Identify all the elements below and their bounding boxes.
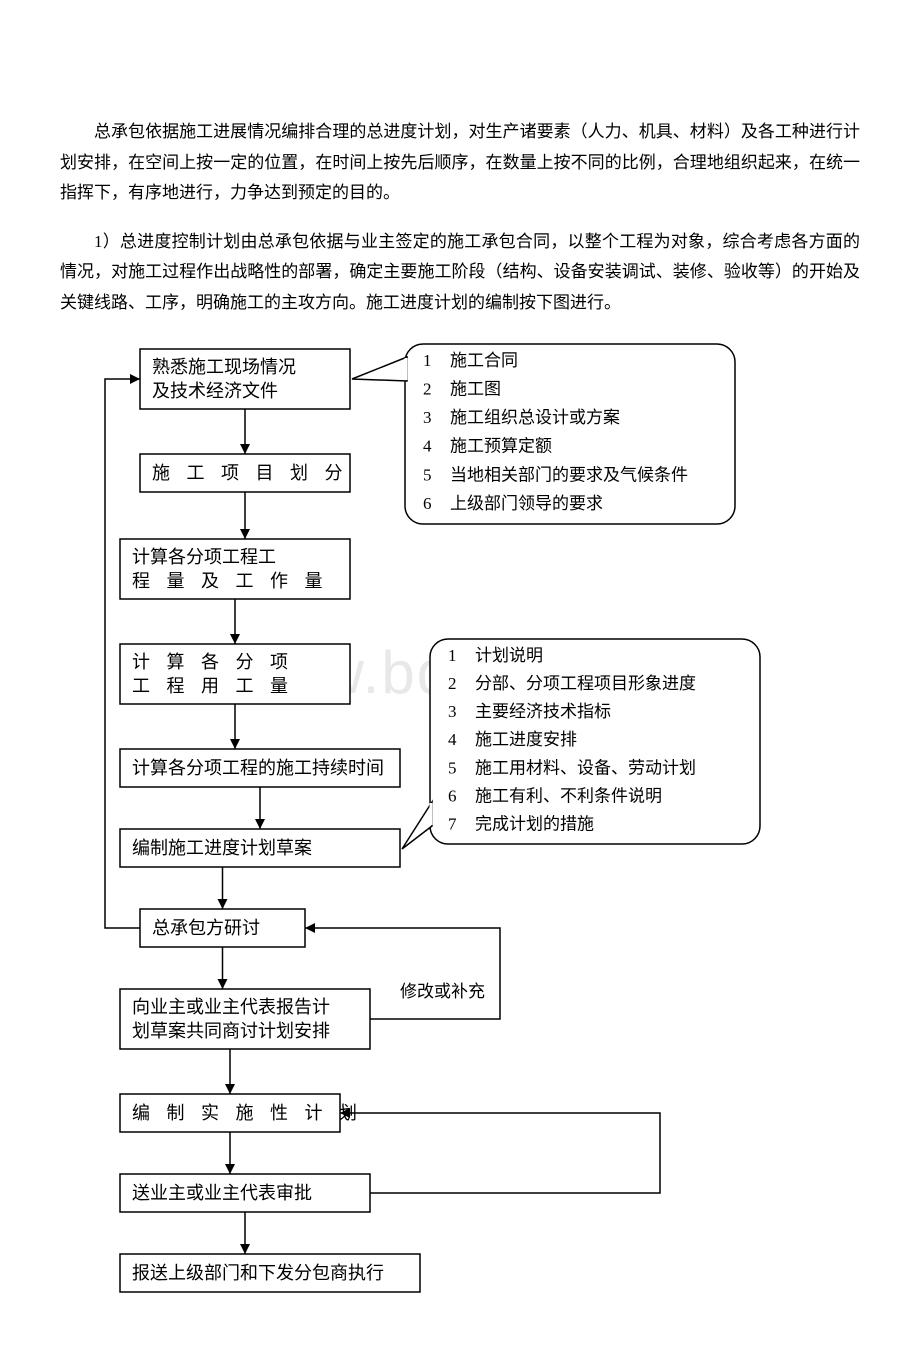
callout-1-num: 4 <box>423 436 432 455</box>
label-modify: 修改或补充 <box>400 982 485 1001</box>
callout-1-item: 当地相关部门的要求及气候条件 <box>450 465 688 484</box>
paragraph-2: 1）总进度控制计划由总承包依据与业主签定的施工承包合同，以整个工程为对象，综合考… <box>60 227 860 319</box>
flow-node-text: 向业主或业主代表报告计 <box>132 997 330 1017</box>
callout-2-item: 计划说明 <box>475 646 543 665</box>
callout-1-item: 施工组织总设计或方案 <box>450 408 620 427</box>
flow-node-text: 计 算 各 分 项 <box>132 652 294 672</box>
callout-1-num: 6 <box>423 493 432 512</box>
callout-2-item: 施工有利、不利条件说明 <box>475 786 662 805</box>
flow-node-text: 熟悉施工现场情况 <box>152 357 296 377</box>
paragraph-1: 总承包依据施工进展情况编排合理的总进度计划，对生产诸要素（人力、机具、材料）及各… <box>60 117 860 209</box>
callout-2-num: 5 <box>448 758 457 777</box>
callout-1-item: 施工合同 <box>450 351 518 370</box>
callout-2-item: 施工用材料、设备、劳动计划 <box>475 758 696 777</box>
callout-2-num: 3 <box>448 702 457 721</box>
callout-1-item: 施工图 <box>450 379 501 398</box>
callout-1-pointer <box>352 357 407 381</box>
flow-node-text: 及技术经济文件 <box>152 381 278 401</box>
flow-node-text: 划草案共同商讨计划安排 <box>132 1021 330 1041</box>
callout-2-num: 7 <box>448 814 457 833</box>
callout-2-item: 分部、分项工程项目形象进度 <box>475 674 696 693</box>
callout-2-num: 4 <box>448 730 457 749</box>
callout-2-item: 施工进度安排 <box>475 730 577 749</box>
flowchart-svg: 熟悉施工现场情况及技术经济文件施 工 项 目 划 分计算各分项工程工程 量 及 … <box>100 339 820 1309</box>
callout-2-pointer <box>402 802 432 849</box>
flowchart-container: www.bdocx.com 熟悉施工现场情况及技术经济文件施 工 项 目 划 分… <box>100 339 860 1320</box>
flow-node-text: 报送上级部门和下发分包商执行 <box>132 1263 384 1283</box>
flow-node-text: 编 制 实 施 性 计 划 <box>132 1103 363 1123</box>
callout-2-item: 主要经济技术指标 <box>475 702 611 721</box>
feedback-edge-3 <box>340 1113 660 1193</box>
flow-node-text: 计算各分项工程的施工持续时间 <box>132 758 384 778</box>
callout-2-item: 完成计划的措施 <box>475 814 594 833</box>
callout-2-num: 6 <box>448 786 457 805</box>
callout-1-item: 施工预算定额 <box>450 436 552 455</box>
flow-node-text: 工 程 用 工 量 <box>132 676 294 696</box>
flow-node-text: 程 量 及 工 作 量 <box>132 571 329 591</box>
callout-1-num: 5 <box>423 465 432 484</box>
callout-1-num: 3 <box>423 408 432 427</box>
callout-1-num: 1 <box>423 351 432 370</box>
flow-node-text: 送业主或业主代表审批 <box>132 1183 312 1203</box>
flow-node-text: 编制施工进度计划草案 <box>132 838 312 858</box>
flow-node-text: 施 工 项 目 划 分 <box>152 463 349 483</box>
callout-2-num: 2 <box>448 674 457 693</box>
callout-1-item: 上级部门领导的要求 <box>450 493 603 512</box>
callout-2-num: 1 <box>448 646 457 665</box>
flow-node-text: 计算各分项工程工 <box>132 547 276 567</box>
flow-node-text: 总承包方研讨 <box>152 918 260 938</box>
callout-1-num: 2 <box>423 379 432 398</box>
